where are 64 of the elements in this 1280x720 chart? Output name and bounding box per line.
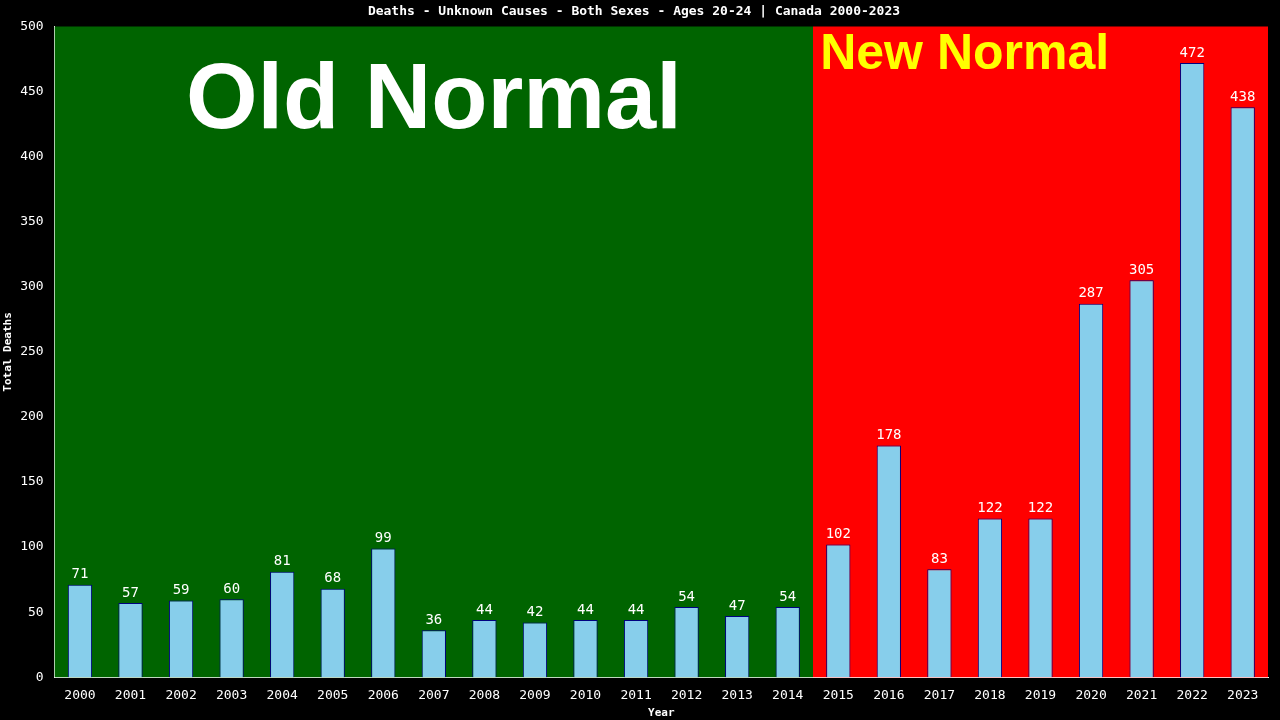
data-label: 102 bbox=[825, 525, 851, 542]
data-label: 57 bbox=[122, 583, 139, 600]
x-tick-label: 2011 bbox=[620, 687, 652, 703]
data-label: 438 bbox=[1230, 87, 1256, 104]
y-tick-label: 300 bbox=[20, 278, 44, 294]
chart-title: Deaths - Unknown Causes - Both Sexes - Ages 20-24 | Canada 2000-2023 bbox=[367, 3, 901, 19]
data-label: 59 bbox=[172, 581, 190, 598]
x-tick-label: 2007 bbox=[418, 687, 450, 703]
y-tick-label: 150 bbox=[20, 473, 44, 489]
x-tick-label: 2000 bbox=[64, 687, 96, 703]
y-tick-label: 250 bbox=[20, 343, 44, 359]
y-tick-label: 200 bbox=[20, 408, 44, 424]
data-label: 60 bbox=[223, 579, 241, 596]
x-tick-label: 2018 bbox=[974, 687, 1006, 703]
data-label: 44 bbox=[475, 600, 493, 617]
x-tick-label: 2005 bbox=[317, 687, 349, 703]
y-tick-label: 100 bbox=[20, 538, 44, 554]
data-label: 47 bbox=[728, 596, 746, 613]
x-tick-label: 2009 bbox=[519, 687, 551, 703]
x-tick-label: 2010 bbox=[569, 687, 602, 703]
data-label: 42 bbox=[526, 603, 544, 620]
x-tick-label: 2020 bbox=[1075, 687, 1107, 703]
x-tick-label: 2001 bbox=[114, 687, 147, 703]
data-label: 44 bbox=[577, 600, 594, 617]
data-label: 178 bbox=[876, 426, 902, 443]
data-label: 36 bbox=[425, 611, 443, 627]
y-axis-title: Total Deaths bbox=[1, 312, 15, 392]
y-tick-label: 350 bbox=[20, 213, 44, 229]
data-label: 81 bbox=[273, 552, 291, 569]
x-tick-label: 2022 bbox=[1176, 687, 1208, 703]
x-tick-label: 2016 bbox=[873, 687, 905, 703]
y-tick-label: 450 bbox=[20, 83, 44, 99]
data-label: 305 bbox=[1128, 260, 1155, 277]
x-tick-label: 2021 bbox=[1125, 687, 1158, 703]
x-axis-title: Year bbox=[648, 706, 675, 720]
data-label: 287 bbox=[1078, 284, 1104, 301]
x-tick-label: 2006 bbox=[367, 687, 399, 703]
x-tick-label: 2012 bbox=[670, 687, 703, 703]
y-tick-label: 400 bbox=[20, 148, 44, 164]
x-tick-label: 2019 bbox=[1024, 687, 1057, 703]
data-label: 71 bbox=[71, 565, 89, 582]
y-tick-label: 0 bbox=[35, 668, 44, 684]
x-tick-label: 2017 bbox=[923, 687, 956, 703]
x-tick-label: 2014 bbox=[772, 687, 804, 703]
x-tick-label: 2013 bbox=[721, 687, 753, 703]
data-label: 122 bbox=[977, 499, 1003, 516]
data-label: 44 bbox=[627, 600, 645, 617]
data-label: 54 bbox=[779, 587, 797, 604]
x-tick-label: 2008 bbox=[468, 687, 501, 703]
data-label: 472 bbox=[1179, 43, 1205, 60]
x-tick-label: 2002 bbox=[165, 687, 197, 703]
y-tick-label: 500 bbox=[20, 17, 44, 33]
x-tick-label: 2003 bbox=[215, 687, 248, 703]
band-label: Old Normal bbox=[185, 44, 682, 147]
data-label: 54 bbox=[678, 587, 696, 604]
x-tick-label: 2015 bbox=[822, 687, 854, 703]
data-label: 68 bbox=[324, 569, 342, 586]
data-label: 83 bbox=[930, 549, 948, 566]
x-tick-label: 2004 bbox=[266, 687, 298, 703]
y-tick-label: 50 bbox=[28, 603, 44, 619]
data-label: 122 bbox=[1027, 499, 1054, 516]
band-label: New Normal bbox=[820, 24, 1110, 81]
x-tick-label: 2023 bbox=[1227, 687, 1259, 703]
data-label: 99 bbox=[374, 529, 392, 546]
